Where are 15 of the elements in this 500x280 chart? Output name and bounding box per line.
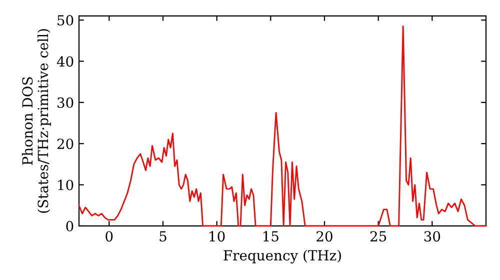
y-tick-label: 40 — [56, 56, 74, 67]
y-axis-title: Phonon DOS (States/THz·primitive cell) — [22, 29, 51, 213]
y-tick-label: 20 — [57, 138, 74, 150]
y-tick-label: 30 — [58, 97, 74, 108]
x-tick-label: 25 — [370, 231, 386, 242]
x-tick-label: 15 — [264, 231, 278, 242]
x-tick-label: 10 — [210, 231, 225, 242]
y-tick-label: 50 — [58, 15, 74, 26]
x-tick-label: 0 — [106, 231, 113, 242]
x-tick-label: 5 — [160, 231, 166, 242]
x-tick-label: 30 — [424, 231, 440, 242]
x-axis-title: Frequency (THz) — [224, 250, 341, 264]
y-tick-label: 0 — [66, 220, 74, 232]
y-tick-label: 10 — [58, 180, 74, 190]
x-tick-label: 20 — [316, 231, 332, 242]
